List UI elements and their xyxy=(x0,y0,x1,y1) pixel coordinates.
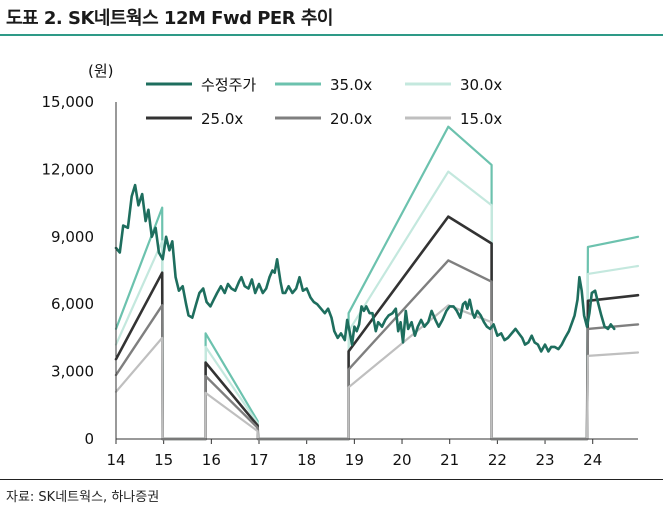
legend-label-adjusted-price: 수정주가 xyxy=(201,76,256,94)
x-tick-label-18: 18 xyxy=(297,451,316,469)
series-line-30-0x xyxy=(114,170,640,441)
y-tick-label-0: 0 xyxy=(84,430,94,448)
x-axis-ticks: 14 15 16 17 18 19 20 21 22 23 24 xyxy=(106,439,602,469)
x-tick-label-16: 16 xyxy=(202,451,221,469)
legend-label-15-0x: 15.0x xyxy=(460,110,502,128)
source-note: 자료: SK네트웍스, 하나증권 xyxy=(6,490,160,505)
y-tick-label-12-000: 12,000 xyxy=(42,160,95,178)
legend-label-25-0x: 25.0x xyxy=(201,110,243,128)
x-tick-label-17: 17 xyxy=(249,451,268,469)
legend-label-35-0x: 35.0x xyxy=(330,76,372,94)
x-tick-label-23: 23 xyxy=(535,451,554,469)
y-tick-label-9-000: 9,000 xyxy=(51,228,94,246)
y-axis-ticks: 0 3,000 6,000 9,000 12,000 15,000 xyxy=(42,93,95,448)
legend-label-20-0x: 20.0x xyxy=(330,110,372,128)
figure-title: 도표 2. SK네트웍스 12M Fwd PER 추이 xyxy=(6,8,333,29)
x-tick-label-22: 22 xyxy=(488,451,507,469)
y-axis-unit-label: (원) xyxy=(88,62,114,80)
series-lines xyxy=(114,125,640,441)
title-divider xyxy=(0,34,663,36)
y-tick-label-6-000: 6,000 xyxy=(51,295,94,313)
y-tick-label-15-000: 15,000 xyxy=(42,93,95,111)
series-line-adjusted-price xyxy=(114,183,616,353)
legend: 수정주가 35.0x 30.0x 25.0x 20.0x 15.0x xyxy=(146,76,502,128)
series-line-35-0x xyxy=(114,125,640,441)
footer-divider xyxy=(0,479,663,480)
x-tick-label-14: 14 xyxy=(106,451,125,469)
axes xyxy=(115,102,638,440)
x-tick-label-19: 19 xyxy=(345,451,364,469)
x-tick-label-21: 21 xyxy=(440,451,459,469)
x-tick-label-20: 20 xyxy=(392,451,411,469)
x-tick-label-15: 15 xyxy=(154,451,173,469)
legend-label-30-0x: 30.0x xyxy=(460,76,502,94)
y-tick-label-3-000: 3,000 xyxy=(51,363,94,381)
x-tick-label-24: 24 xyxy=(583,451,602,469)
